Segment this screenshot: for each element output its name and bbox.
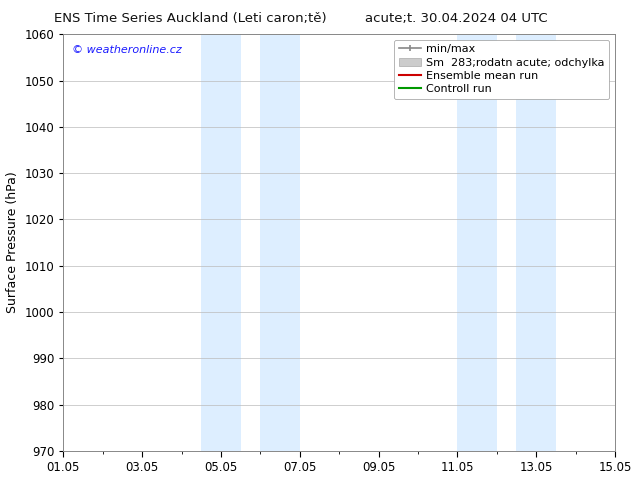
Bar bbox=[457, 34, 497, 451]
Bar bbox=[261, 34, 300, 451]
Text: acute;t. 30.04.2024 04 UTC: acute;t. 30.04.2024 04 UTC bbox=[365, 12, 548, 25]
Text: ENS Time Series Auckland (Leti caron;tě): ENS Time Series Auckland (Leti caron;tě) bbox=[54, 12, 327, 25]
Bar bbox=[517, 34, 556, 451]
Y-axis label: Surface Pressure (hPa): Surface Pressure (hPa) bbox=[6, 172, 19, 314]
Legend: min/max, Sm  283;rodatn acute; odchylka, Ensemble mean run, Controll run: min/max, Sm 283;rodatn acute; odchylka, … bbox=[394, 40, 609, 99]
Bar bbox=[202, 34, 241, 451]
Text: © weatheronline.cz: © weatheronline.cz bbox=[72, 45, 181, 55]
